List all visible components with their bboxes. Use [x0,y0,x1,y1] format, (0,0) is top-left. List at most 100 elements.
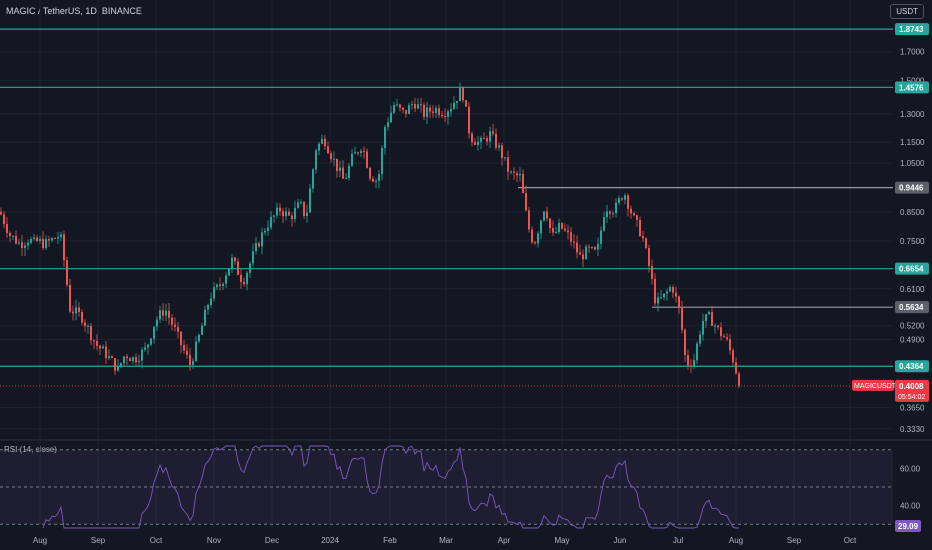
candle-body [591,247,593,249]
candle-body [3,214,5,225]
time-tick-label: Sep [91,536,106,545]
candle-body [81,312,83,323]
candle-body [18,242,20,244]
time-tick-label: Oct [150,536,163,545]
candle-body [510,171,512,173]
candle-body [534,242,536,244]
price-tick-label: 0.3650 [900,404,925,413]
candle-body [432,111,434,113]
candle-body [627,195,629,209]
candle-body [291,215,293,220]
rsi-line-layer [42,445,739,529]
candle-body [186,350,188,355]
candle-body [21,242,23,249]
candle-body [201,325,203,335]
candle-body [195,341,197,361]
candle-body [609,211,611,214]
candle-body [630,208,632,214]
rsi-badge-label: 29.09 [898,522,919,531]
candle-body [522,173,524,194]
candle-body [351,153,353,166]
candle-body [306,212,308,217]
candle-body [390,112,392,123]
candle-body [27,242,29,246]
candle-body [519,173,521,176]
level-badge [895,23,929,36]
candle-body [441,115,443,117]
candle-body [384,126,386,149]
candle-body [243,281,245,285]
candle-body [492,131,494,134]
candles-layer [0,82,740,389]
candle-body [375,180,377,182]
time-tick-label: Feb [383,536,397,545]
candle-body [357,152,359,154]
candle-body [285,211,287,217]
candle-body [234,257,236,262]
candle-body [0,212,2,215]
candle-body [180,331,182,346]
candle-body [312,169,314,189]
time-tick-label: 2024 [321,536,339,545]
candle-body [717,325,719,328]
candle-body [114,358,116,371]
candle-body [654,278,656,304]
candle-body [705,314,707,322]
level-badge-label: 0.6654 [899,265,924,274]
candle-body [624,195,626,200]
level-badge-label: 1.8743 [899,25,924,34]
candle-body [618,198,620,203]
time-tick-label: Oct [844,536,857,545]
candle-body [423,104,425,117]
time-tick-label: Dec [265,536,279,545]
time-tick-label: Aug [729,536,743,545]
candle-body [528,210,530,230]
candle-body [69,284,71,312]
candle-body [75,307,77,314]
currency-button[interactable]: USDT [890,4,924,19]
candle-body [666,291,668,294]
price-tick-label: 1.1500 [900,138,925,147]
candle-body [570,232,572,242]
price-tick-label: 0.7500 [900,237,925,246]
candle-body [594,247,596,250]
candle-body [222,283,224,286]
candle-body [297,202,299,208]
level-badge [895,181,929,194]
candle-body [348,165,350,179]
candle-body [213,287,215,299]
candle-body [246,272,248,285]
candle-body [540,220,542,234]
candle-body [255,243,257,252]
price-tick-label: 1.0500 [900,159,925,168]
candle-body [456,101,458,103]
candle-body [471,133,473,143]
candle-body [111,356,113,359]
candle-body [318,143,320,151]
price-tick-label: 0.4900 [900,335,925,344]
candle-body [675,292,677,297]
candle-body [153,326,155,339]
candle-body [174,324,176,327]
candle-body [489,131,491,142]
candle-body [225,275,227,284]
candle-body [729,339,731,351]
candle-body [162,310,164,316]
price-tick-label: 0.6100 [900,285,925,294]
candle-body [663,293,665,298]
candle-body [501,145,503,159]
candle-body [192,360,194,365]
price-tick-label: 1.3000 [900,110,925,119]
candle-body [294,207,296,220]
candle-body [723,336,725,338]
candle-body [684,329,686,355]
current-price-badge [895,379,929,402]
candle-body [564,228,566,231]
candle-body [513,171,515,174]
candle-body [537,233,539,244]
candle-body [237,261,239,275]
candle-body [579,252,581,255]
candle-body [132,357,134,362]
candle-body [462,87,464,101]
